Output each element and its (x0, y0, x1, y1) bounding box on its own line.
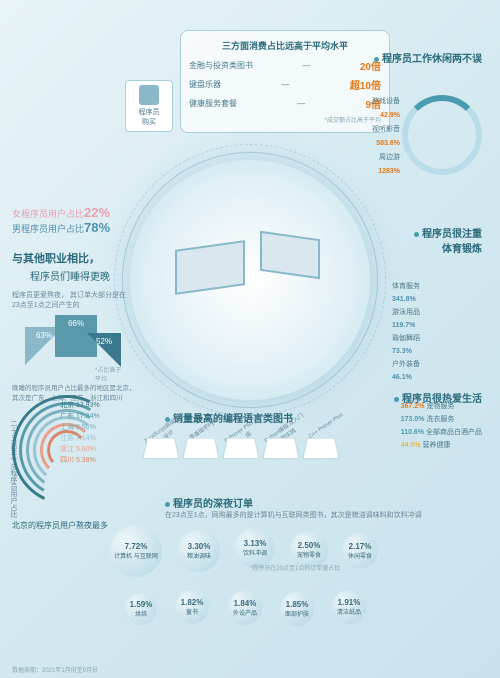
bubble: 1.84%外设产品 (228, 591, 262, 625)
night-sub: 在23点至1点，网购最多的是计算机与互联网类图书，其次是粮油调味料和饮料冲调 (165, 510, 422, 520)
work-play-title: 程序员工作休闲两不误 (374, 50, 482, 65)
top-row: 键盘乐器—超10倍 (189, 77, 381, 92)
top-spending-box: 三方面消费占比远高于平均水平 金融与投资类图书—20倍 键盘乐器—超10倍 健康… (180, 30, 390, 133)
bubble: 1.59%烘焙 (125, 593, 157, 625)
pie-chart: 63% 66% 52% *占比高于平均 (25, 315, 125, 375)
laptop-icon (175, 240, 245, 295)
bubble: 1.85%面部护肤 (280, 592, 314, 626)
gauge-labels: 游戏设备42.9%视听影音583.6%周边游1283% (372, 95, 400, 179)
book-item: C++ Primer Plus (305, 435, 337, 471)
bubble-chart: 7.72%计算机 与互联网3.30%粮油调味3.13%饮料冲调2.50%宠物零食… (100, 525, 480, 645)
book-item: 零基础学Python (185, 435, 217, 471)
sleep-title: 与其他职业相比， (12, 250, 100, 266)
top-note: *成交额占比高于平均 (189, 115, 381, 124)
gauge-chart (402, 95, 482, 175)
night-note: *程序员在23点至1点的订单量占比 (250, 563, 340, 572)
love-list: 367.2% 宠物服务173.0% 洗衣服务110.6% 全部商品白酒产品44.… (401, 400, 482, 452)
arc-labels: 北京 17.93%广东 17.84%上海 9.50%江苏 7.14%浙江 5.6… (60, 400, 100, 466)
central-illustration (130, 160, 370, 400)
bubble: 1.82%童书 (175, 590, 209, 624)
book-item: JavaScript高级程序设计 (145, 435, 177, 471)
monitor-icon (260, 231, 320, 279)
bubble: 7.72%计算机 与互联网 (110, 525, 162, 577)
sleep-sub: 程序员们睡得更晚 (30, 268, 110, 283)
top-row: 金融与投资类图书—20倍 (189, 58, 381, 73)
night-title: 程序员的深夜订单 (165, 495, 253, 510)
top-title: 三方面消费占比远高于平均水平 (189, 39, 381, 52)
book-item: Python编程 从入门到实践 (265, 435, 297, 471)
beijing-note: 北京的程序员用户熬夜最多 (12, 520, 108, 531)
sport-title: 程序员很注重 体育锻炼 (414, 225, 482, 255)
books-row: JavaScript高级程序设计零基础学PythonC Primer Plus … (145, 435, 337, 471)
buyer-tag: 程序员 购买 (125, 80, 173, 132)
sport-fan: 体育服务341.8%游泳用品119.7%瑜伽舞蹈73.3%户外装备46.1% (392, 280, 482, 370)
book-item: C Primer Plus 中文版 (225, 435, 257, 471)
person-icon (139, 85, 159, 105)
bubble: 2.17%休闲零食 (342, 533, 378, 569)
gender-ratio: 女程序员用户占比22% 男程序员用户占比78% (12, 205, 110, 235)
sleep-desc: 程序员更爱熬夜， 其订单大部分是在23点至1点之间产生的 (12, 290, 132, 310)
footer-date: 数据周期：2021年1月份至9月份 (12, 665, 98, 674)
bubble: 1.91%清洁纸品 (332, 590, 366, 624)
bubble: 3.30%粮油调味 (178, 530, 220, 572)
top-row: 健康服务套餐—9倍 (189, 96, 381, 111)
bubble: 3.13%饮料冲调 (235, 528, 275, 568)
